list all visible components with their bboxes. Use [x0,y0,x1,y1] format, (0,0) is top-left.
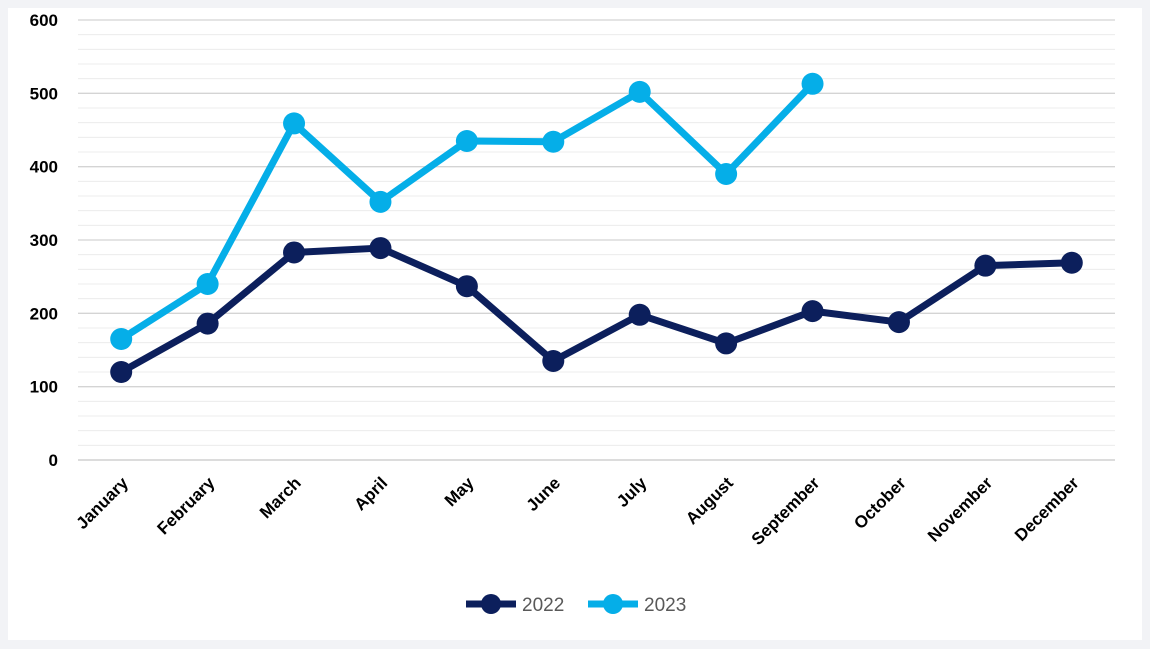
data-point [1060,251,1083,274]
series-line [117,244,1076,376]
legend-label: 2022 [522,595,564,616]
y-tick-label: 100 [30,378,58,397]
y-tick-label: 400 [30,158,58,177]
data-point [715,332,738,355]
x-tick-label: September [748,473,824,549]
data-point [887,311,910,334]
data-point [455,130,478,152]
data-point [110,361,133,383]
x-tick-label: March [256,473,305,522]
legend-item-2023: 2023 [588,594,686,616]
data-point [283,112,306,135]
x-tick-label: December [1011,473,1083,545]
y-tick-label: 600 [30,11,58,30]
x-tick-label: January [72,473,132,533]
series-2023 [110,72,824,350]
x-tick-label: February [154,473,219,538]
data-point [801,300,824,323]
data-point [110,328,133,350]
line-chart: 0 100 200 300 400 500 600 January February March… [30,11,1115,616]
legend-marker [481,594,501,614]
y-tick-label: 300 [30,231,58,250]
data-point [974,254,997,277]
data-point [542,350,565,372]
data-point [628,303,651,326]
legend: 2022 2023 [466,594,686,616]
y-tick-label: 0 [49,451,58,470]
x-tick-label: June [523,473,564,514]
legend-item-2022: 2022 [466,594,564,616]
series-lines [110,72,1083,383]
data-point [196,312,219,335]
x-tick-label: November [924,473,996,545]
data-point [369,190,392,213]
x-axis-ticks: January February March April May June July Augu… [72,473,1082,549]
chart-panel: 0 100 200 300 400 500 600 January February March… [8,8,1142,640]
series-2022 [110,237,1083,383]
legend-label: 2023 [644,595,686,616]
data-point [801,72,824,95]
data-point [628,80,651,103]
data-point [196,273,219,295]
y-axis-ticks: 0 100 200 300 400 500 600 [30,11,58,470]
data-point [455,275,478,298]
data-point [715,163,738,185]
x-tick-label: May [441,473,478,510]
series-line [117,80,817,343]
data-point [283,241,306,264]
x-tick-label: August [682,473,737,528]
x-tick-label: October [850,473,910,533]
data-point [369,237,392,260]
x-tick-label: April [350,473,391,514]
legend-marker [603,594,623,614]
y-tick-label: 200 [30,304,58,323]
x-tick-label: July [613,473,651,511]
y-tick-label: 500 [30,84,58,103]
data-point [542,130,565,153]
